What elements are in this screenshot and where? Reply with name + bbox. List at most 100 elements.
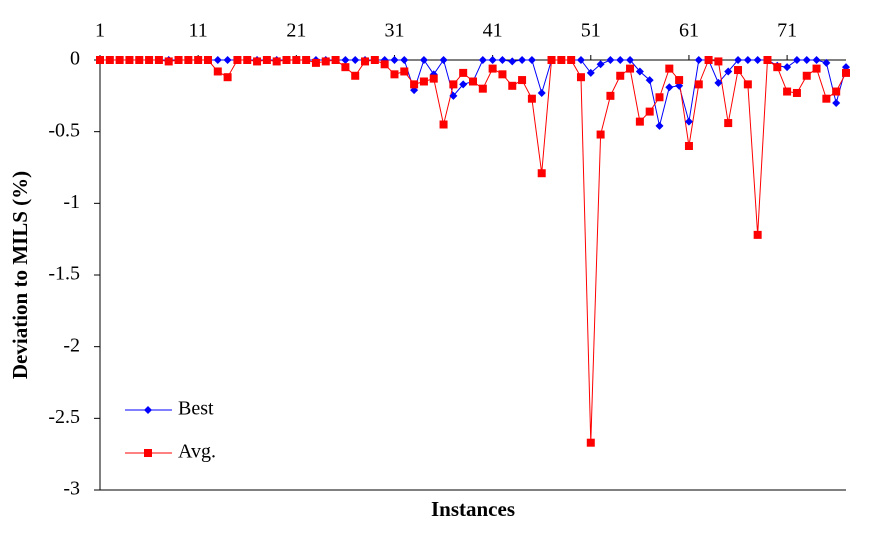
marker [518, 76, 527, 85]
marker [370, 56, 379, 64]
marker [390, 70, 399, 79]
marker [626, 56, 635, 64]
marker [576, 56, 585, 64]
marker [518, 56, 527, 64]
marker [361, 57, 370, 66]
marker [311, 58, 320, 67]
y-tick-label: -2.5 [48, 406, 80, 428]
marker [400, 56, 409, 64]
marker [478, 56, 487, 64]
marker [341, 63, 350, 72]
marker [292, 56, 301, 64]
marker [331, 56, 340, 64]
marker [253, 57, 262, 66]
marker [832, 87, 841, 96]
marker [439, 120, 448, 129]
marker [783, 63, 792, 72]
marker [665, 64, 674, 73]
marker [115, 56, 124, 64]
marker [488, 64, 497, 73]
marker [302, 56, 311, 64]
marker [645, 107, 654, 116]
legend-label: Avg. [178, 441, 216, 463]
marker [527, 56, 536, 64]
marker [616, 56, 625, 64]
marker [351, 56, 360, 64]
y-tick-label: 0 [70, 48, 80, 70]
marker [96, 56, 104, 64]
marker [773, 63, 782, 72]
marker [655, 93, 664, 102]
marker [537, 88, 546, 97]
x-tick-label: 11 [189, 20, 208, 42]
marker [419, 56, 428, 64]
x-axis-title: Instances [431, 497, 515, 521]
marker [469, 77, 477, 86]
marker [635, 117, 644, 126]
marker [144, 406, 152, 414]
marker [282, 56, 291, 64]
marker [842, 68, 850, 77]
marker [223, 56, 232, 64]
marker [400, 67, 409, 76]
marker [596, 60, 605, 69]
marker [341, 56, 350, 64]
marker [135, 56, 144, 64]
marker [459, 68, 468, 77]
marker [802, 71, 811, 80]
marker [184, 56, 193, 64]
marker [125, 56, 134, 64]
marker [213, 56, 222, 64]
marker [645, 76, 654, 85]
marker [429, 74, 438, 83]
marker [508, 81, 517, 90]
marker [488, 56, 497, 64]
marker [243, 56, 252, 64]
marker [498, 70, 507, 79]
y-axis-title: Deviation to MILS (%) [8, 171, 32, 379]
x-tick-label: 61 [679, 20, 699, 42]
marker [586, 68, 595, 77]
marker [812, 56, 821, 64]
y-tick-label: -2 [63, 334, 80, 356]
y-tick-label: -1.5 [48, 263, 80, 285]
marker [527, 94, 536, 103]
marker [743, 56, 752, 64]
marker [616, 71, 625, 80]
marker [802, 56, 811, 64]
marker [586, 438, 595, 447]
series-line [100, 59, 847, 443]
marker [675, 76, 684, 85]
marker [272, 57, 281, 66]
marker [459, 80, 468, 89]
marker [203, 56, 212, 64]
marker [704, 56, 713, 64]
marker [734, 56, 743, 64]
marker [694, 80, 703, 89]
x-tick-label: 41 [483, 20, 503, 42]
y-tick-label: -0.5 [48, 119, 80, 141]
marker [439, 56, 448, 64]
marker [684, 142, 693, 150]
marker [596, 130, 605, 139]
marker [449, 91, 458, 100]
marker [606, 56, 615, 64]
marker [763, 56, 772, 64]
y-tick-label: -1 [63, 191, 80, 213]
marker [321, 57, 330, 66]
marker [734, 66, 743, 75]
x-tick-label: 71 [777, 20, 797, 42]
marker [635, 67, 644, 76]
marker [410, 80, 419, 89]
marker [822, 94, 831, 103]
marker [547, 56, 556, 64]
marker [724, 67, 733, 76]
marker [174, 56, 183, 64]
marker [743, 80, 752, 89]
marker [783, 87, 792, 96]
marker [832, 99, 841, 107]
y-tick-label: -3 [63, 478, 80, 500]
marker [233, 56, 242, 64]
marker [606, 91, 615, 100]
